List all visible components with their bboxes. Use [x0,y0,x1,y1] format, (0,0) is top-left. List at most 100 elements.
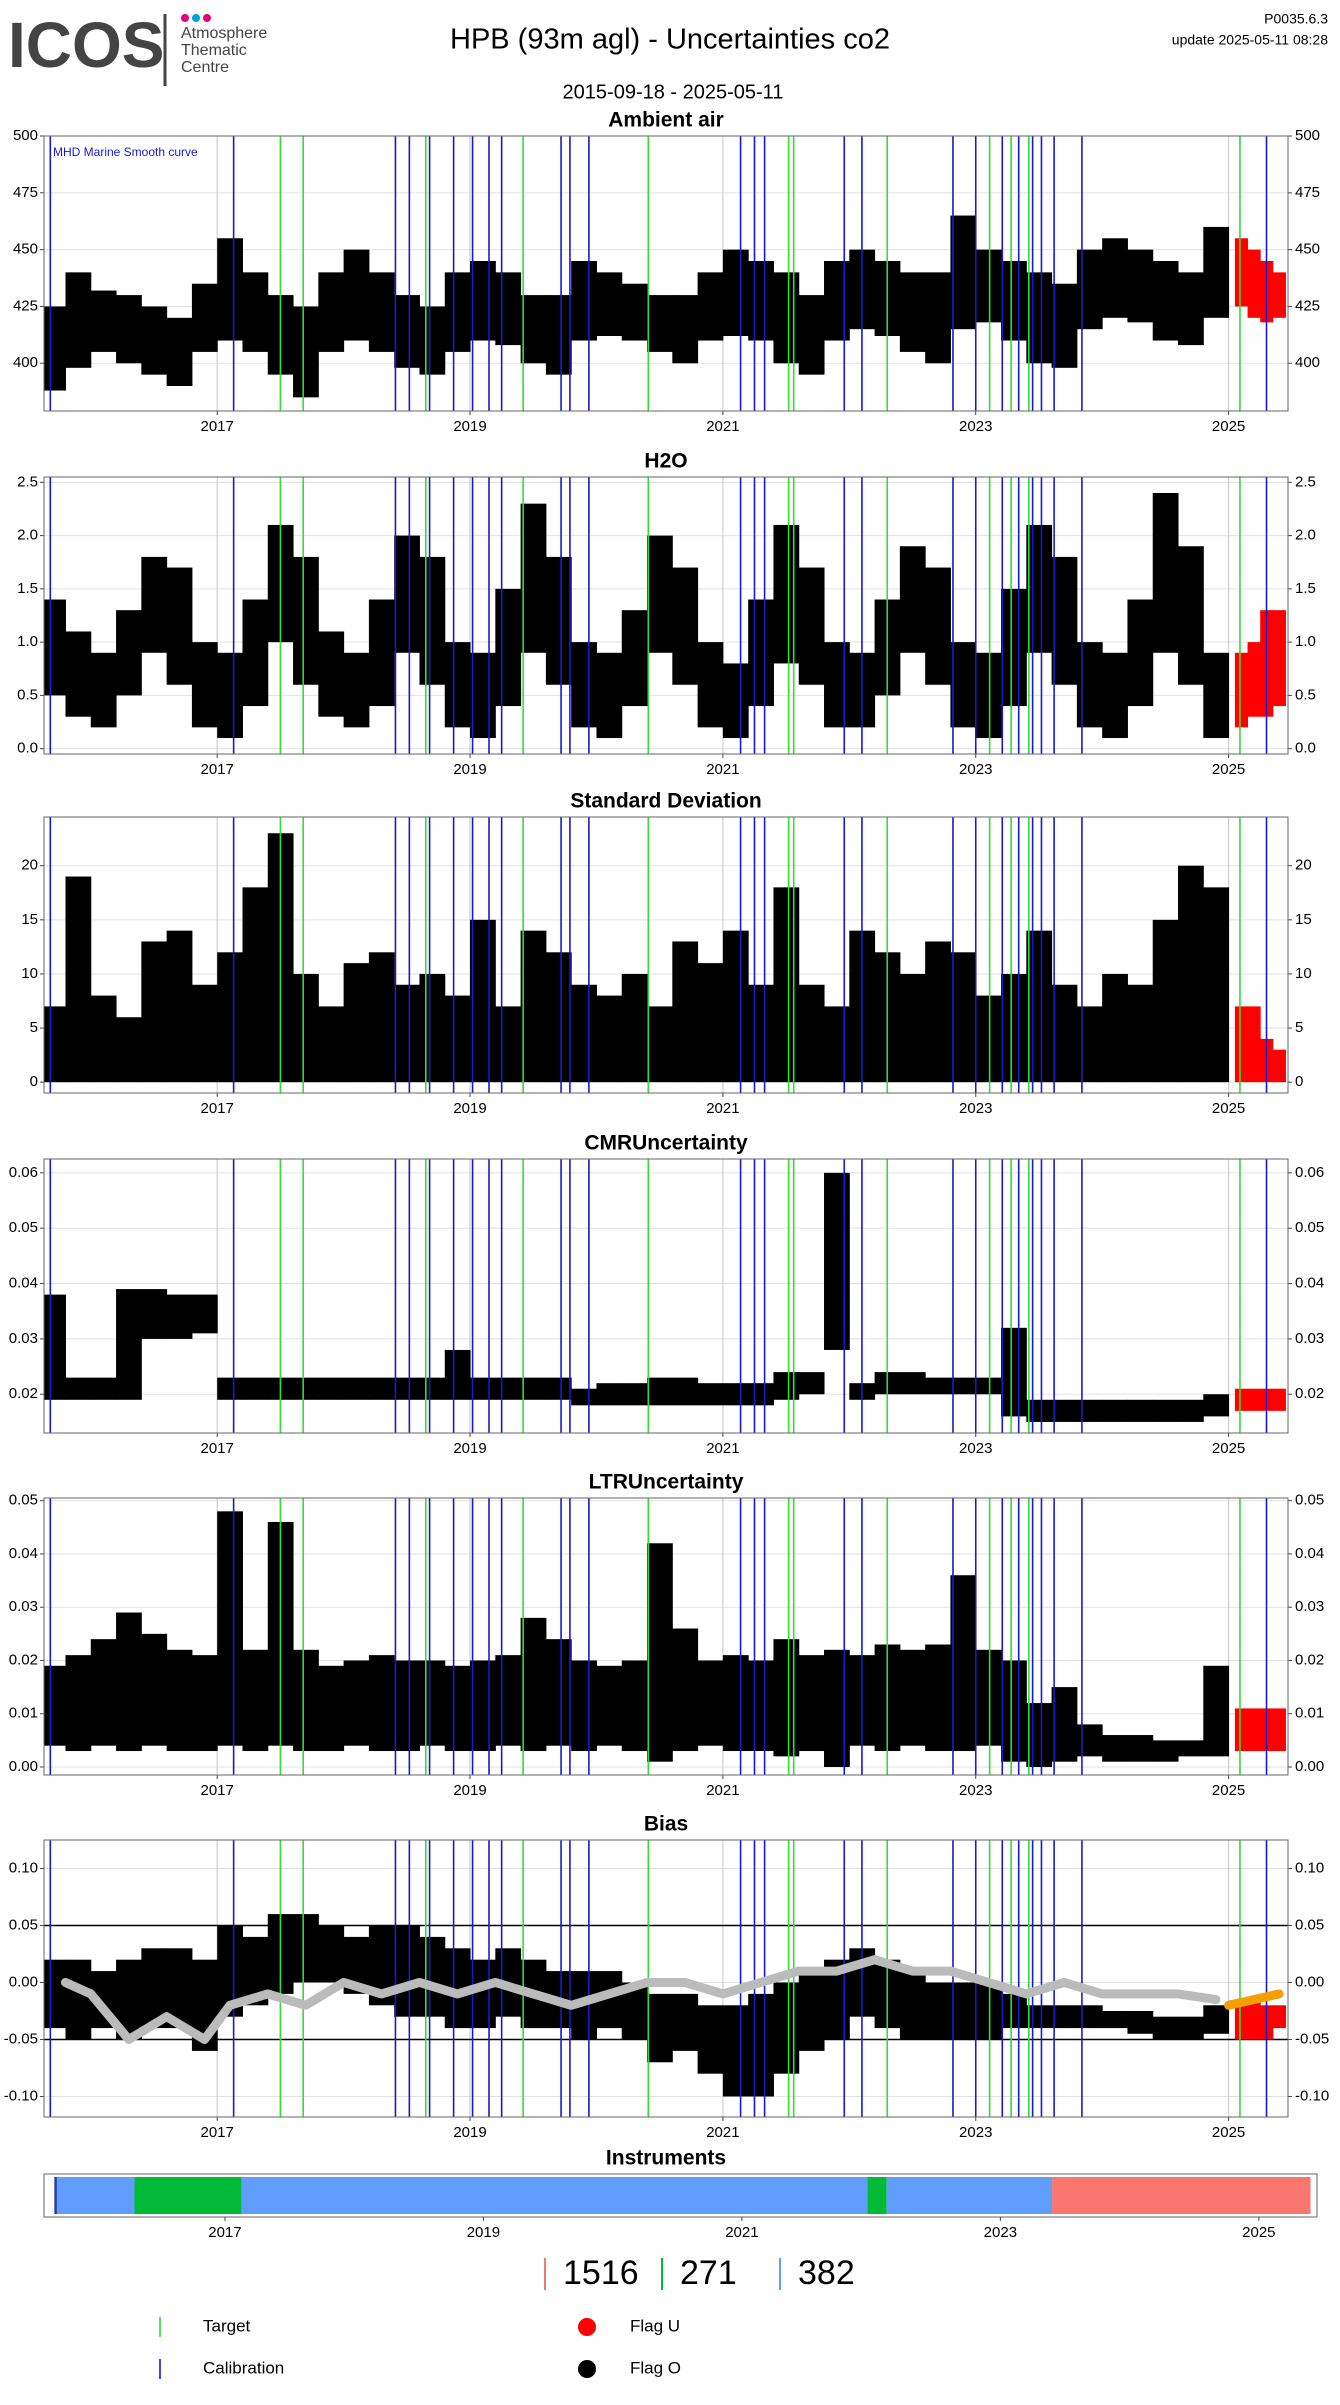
point-cloud [773,1639,800,1757]
point-cloud [1102,238,1128,318]
point-cloud [191,1655,218,1752]
point-cloud [1152,919,1179,1083]
point-cloud [773,887,800,1083]
y-tick-label: 0.02 [9,1651,38,1668]
point-cloud [1272,610,1286,707]
y-tick-label: 0.04 [9,1545,38,1562]
panel: 0.00 0.00 0.01 0.01 0.02 0.02 0.03 0.03 0.04 0.04… [9,1492,1324,1799]
point-cloud [1051,2005,1078,2029]
panel-title: Standard Deviation [570,790,761,813]
x-tick-label: 2023 [959,1100,992,1117]
point-cloud [722,930,749,1083]
y-tick-label: 2.0 [1295,527,1316,544]
y-tick-label: 0.03 [1295,1598,1324,1615]
instrument-segment [867,2177,887,2214]
point-cloud [343,963,370,1083]
point-cloud [1026,2005,1053,2029]
point-cloud [950,642,977,728]
point-cloud [495,1006,522,1083]
point-cloud [1051,1687,1078,1762]
y-tick-label: 2.5 [1295,473,1316,490]
point-cloud [824,1172,850,1350]
point-cloud [899,973,926,1083]
point-cloud [1026,1703,1053,1768]
point-cloud [44,306,66,391]
point-cloud [824,1006,850,1083]
point-cloud [394,1925,420,2017]
point-cloud [520,1617,547,1752]
panel-title: LTRUncertainty [589,1471,744,1494]
point-cloud [697,272,724,341]
point-cloud [621,1660,648,1752]
point-cloud [950,952,977,1083]
point-cloud [1234,238,1249,307]
y-tick-label: 0.06 [9,1164,38,1181]
logo-dot [192,14,200,22]
point-cloud [647,1006,673,1083]
point-cloud [672,295,699,364]
point-cloud [394,984,420,1083]
point-cloud [545,556,572,685]
x-tick-label: 2025 [1212,761,1245,778]
point-cloud [242,1649,269,1752]
point-cloud [1102,1399,1128,1422]
y-tick-label: 0.02 [1295,1651,1324,1668]
y-tick-label: 2.5 [17,473,38,490]
x-tick-label: 2021 [706,1440,739,1457]
point-cloud [242,1377,269,1400]
point-cloud [90,652,117,728]
y-tick-label: 0.00 [9,1758,38,1775]
point-cloud [343,1377,370,1400]
point-cloud [444,995,471,1083]
point-cloud [697,963,724,1083]
point-cloud [722,2005,749,2097]
point-cloud [419,306,446,375]
point-cloud [1247,1708,1261,1752]
x-tick-label: 2021 [706,1100,739,1117]
x-tick-label: 2025 [1212,418,1245,435]
y-tick-label: 0 [1295,1073,1303,1090]
legend-label: Flag O [630,2358,681,2377]
count-value: 382 [798,2254,855,2292]
count-value: 1516 [563,2254,639,2292]
point-cloud [748,984,774,1083]
point-cloud [394,1377,420,1400]
y-tick-label: 0.10 [1295,1859,1324,1876]
point-cloud [899,1971,926,2040]
y-tick-label: 450 [13,241,38,258]
y-tick-label: 0.03 [1295,1330,1324,1347]
point-cloud [1001,261,1027,341]
point-cloud [343,249,370,341]
x-tick-label: 2019 [453,1782,486,1799]
x-tick-label: 2017 [201,1100,234,1117]
point-cloud [824,642,850,728]
y-tick-label: 0.05 [9,1492,38,1509]
point-cloud [368,1655,395,1752]
plot-frame [43,816,1289,1094]
point-cloud [1178,1399,1204,1422]
point-cloud [596,1665,623,1746]
y-tick-label: -0.05 [4,2030,38,2047]
point-cloud [1203,1394,1230,1417]
x-tick-label: 2017 [201,1782,234,1799]
y-tick-label: 0.02 [1295,1385,1324,1402]
point-cloud [748,599,774,707]
point-cloud [217,238,243,341]
point-cloud [318,1377,345,1400]
point-cloud [368,599,395,707]
point-cloud [1152,1740,1179,1762]
point-cloud [1203,2005,1230,2034]
point-cloud [318,272,345,352]
point-cloud [1026,930,1053,1083]
point-cloud [1234,652,1249,728]
point-cloud [318,1665,345,1752]
point-cloud [697,642,724,728]
point-cloud [748,261,774,341]
point-cloud [1152,1399,1179,1422]
point-cloud [343,652,370,728]
point-cloud [1234,1708,1249,1752]
x-tick-label: 2023 [959,2124,992,2141]
point-cloud [141,556,168,653]
point-cloud [1247,1006,1261,1083]
panel: 0.0 0.0 0.5 0.5 1.0 1.0 1.5 1.5 2.0 2.0 2.5 2.5 2017… [17,473,1316,778]
